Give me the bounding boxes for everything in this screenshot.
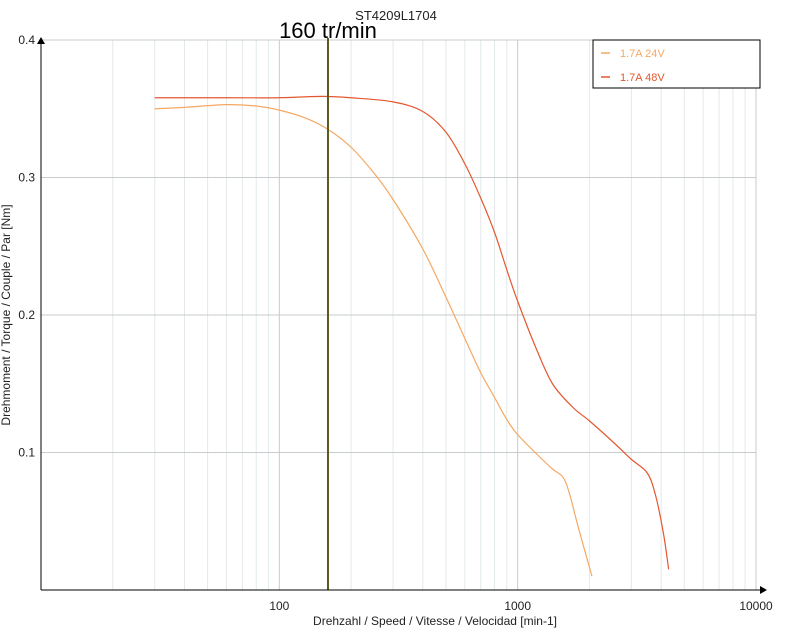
series-line-1 (154, 103, 593, 577)
x-tick-label: 1000 (504, 599, 531, 613)
y-axis-title: Drehmoment / Torque / Couple / Par [Nm] (0, 204, 13, 425)
y-tick-label: 0.2 (18, 308, 35, 322)
marker-group: 160 tr/min (279, 18, 377, 590)
y-tick-label: 0.1 (18, 446, 35, 460)
speed-marker-label: 160 tr/min (279, 18, 377, 43)
legend-box (592, 39, 761, 89)
axes (37, 37, 767, 594)
chart-title: ST4209L1704 (355, 8, 437, 23)
x-axis-title: Drehzahl / Speed / Vitesse / Velocidad [… (313, 614, 557, 628)
series-line-2 (154, 95, 670, 570)
x-tick-label: 100 (269, 599, 289, 613)
legend-label: 1.7A 48V (620, 72, 665, 84)
y-axis-arrow-icon (37, 37, 45, 44)
legend: 1.7A 24V 1.7A 48V (592, 39, 761, 89)
series-group (154, 95, 670, 577)
x-axis-arrow-icon (760, 586, 767, 594)
tick-labels: 100 1000 10000 0.1 0.2 0.3 0.4 (18, 33, 773, 613)
x-tick-label: 10000 (739, 599, 773, 613)
y-tick-label: 0.3 (18, 171, 35, 185)
y-tick-label: 0.4 (18, 33, 35, 47)
legend-label: 1.7A 24V (620, 48, 665, 60)
grid (41, 39, 757, 590)
